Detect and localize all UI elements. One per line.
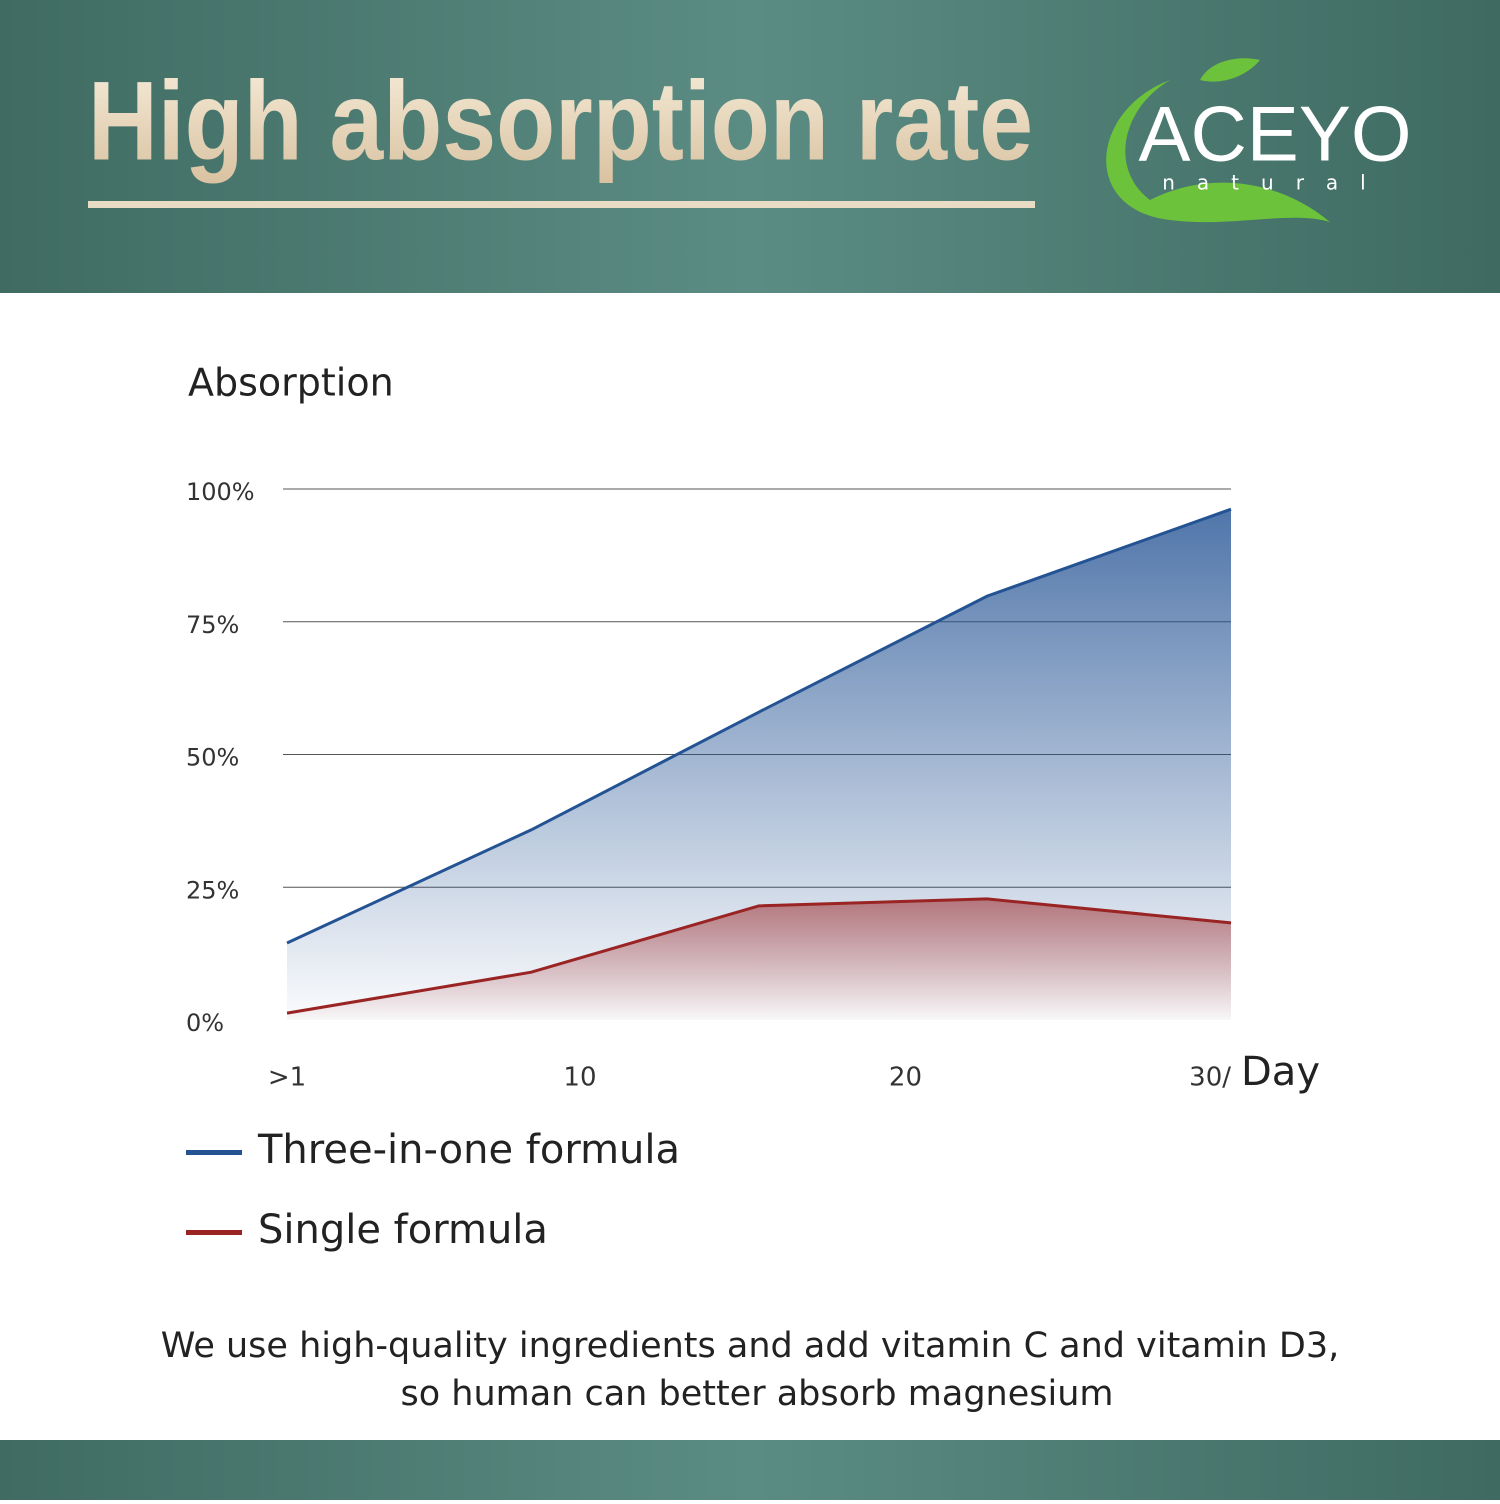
legend-swatch: [186, 1230, 242, 1235]
title-underline: [88, 201, 1035, 208]
logo-brand: ACEYO: [1138, 90, 1411, 178]
line: [286, 897, 1232, 1015]
area: [287, 509, 1231, 1020]
area: [287, 898, 1231, 1020]
y-axis-label: Absorption: [188, 361, 394, 405]
plot: 0% 25% 50% 75% 100% >1 10 20 30/Day: [186, 478, 1320, 1095]
caption-line: so human can better absorb magnesium: [401, 1374, 1114, 1414]
line: [286, 507, 1232, 945]
logo-leaf: [1106, 80, 1330, 223]
y-tick-label: 25%: [186, 876, 239, 904]
x-axis-label: Day: [1241, 1049, 1320, 1095]
x-tick-label: 10: [563, 1063, 596, 1093]
logo-tagline: natural: [1162, 171, 1387, 195]
y-tick-label: 50%: [186, 744, 239, 772]
footer-band: [0, 1440, 1500, 1500]
y-tick-label: 75%: [186, 611, 239, 639]
legend-label: Single formula: [258, 1207, 548, 1253]
x-tick-label: >1: [268, 1063, 306, 1093]
x-tick-label: 20: [889, 1063, 922, 1093]
caption-line: We use high-quality ingredients and add …: [161, 1326, 1339, 1366]
legend-label: Three-in-one formula: [257, 1127, 680, 1173]
x-tick-label: 30/: [1189, 1063, 1231, 1093]
legend-swatch: [186, 1150, 242, 1155]
header-title: High absorption rate: [88, 59, 1033, 184]
y-tick-label: 0%: [186, 1009, 224, 1037]
y-tick-label: 100%: [186, 478, 255, 506]
logo-sprout: [1200, 58, 1260, 82]
header-band: [0, 0, 1500, 293]
